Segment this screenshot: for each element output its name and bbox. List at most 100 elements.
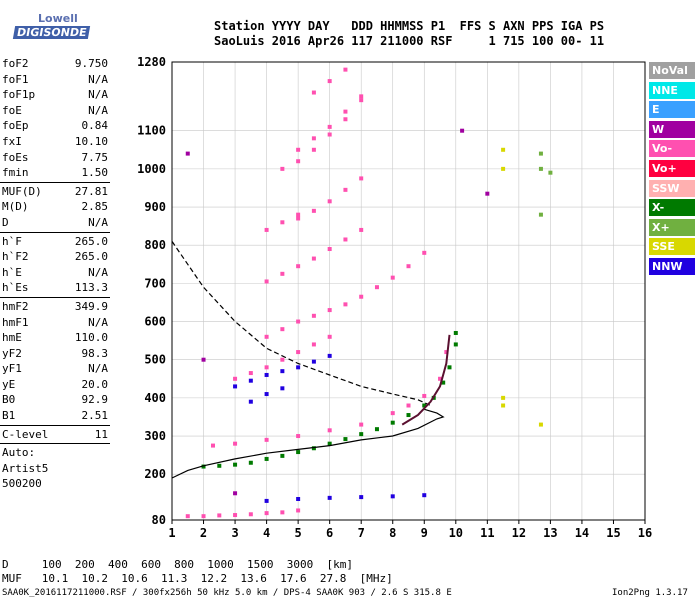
- param-value: 27.81: [74, 184, 108, 198]
- data-point-vo: [311, 342, 316, 347]
- data-point-vo: [406, 403, 411, 408]
- param-value: 7.75: [81, 150, 109, 164]
- data-point-sse: [501, 166, 506, 171]
- data-point-vo: [296, 319, 301, 324]
- profile-curve-dashed: [171, 241, 431, 407]
- data-point-nnw: [296, 497, 301, 502]
- data-point-vo: [296, 147, 301, 152]
- data-point-vo: [248, 512, 253, 517]
- data-point-vo: [280, 166, 285, 171]
- param-key: foEs: [2, 150, 29, 164]
- data-point-nnw: [280, 369, 285, 374]
- param-value: 20.0: [81, 377, 109, 391]
- data-point-nnw: [327, 495, 332, 500]
- data-point-x: [359, 432, 364, 437]
- x-tick-label: 12: [512, 526, 526, 540]
- param-key: foF1p: [2, 88, 36, 102]
- data-point-vo: [327, 428, 332, 433]
- profile-curve-solid: [171, 408, 445, 479]
- data-point-vo: [280, 271, 285, 276]
- data-point-x: [406, 413, 411, 418]
- chart-data-points: [185, 67, 553, 519]
- data-point-vo: [343, 117, 348, 122]
- x-tick-label: 10: [449, 526, 463, 540]
- y-tick-label: 500: [144, 353, 166, 367]
- data-point-vo: [280, 510, 285, 515]
- legend-item-w: W: [649, 120, 695, 138]
- data-point-vo: [233, 513, 238, 518]
- param-row: fxI 10.10: [0, 134, 110, 150]
- data-point-x: [390, 420, 395, 425]
- separator: [0, 296, 110, 298]
- data-point-x: [233, 462, 238, 467]
- param-value: 110.0: [74, 331, 108, 345]
- data-point-vo: [296, 216, 301, 221]
- data-point-nnw: [422, 493, 427, 498]
- x-tick-label: 6: [326, 526, 333, 540]
- param-value: 349.9: [74, 299, 108, 313]
- data-point-vo: [185, 514, 190, 519]
- param-row: B0 92.9: [0, 392, 110, 408]
- param-value: 2.51: [81, 409, 109, 423]
- y-tick-label: 600: [144, 315, 166, 329]
- data-point-vo: [311, 147, 316, 152]
- x-tick-label: 5: [295, 526, 302, 540]
- data-point-vo: [201, 514, 206, 519]
- data-point-nnw: [359, 495, 364, 500]
- x-tick-label: 11: [480, 526, 494, 540]
- version-label: Ion2Png 1.3.17: [612, 588, 688, 598]
- param-key: yF1: [2, 362, 22, 376]
- data-point-vo: [248, 371, 253, 376]
- parameter-panel: foF2 9.750 foF1 N/A foF1p N/A foE N/A foEp 0.84 fx…: [0, 56, 112, 492]
- param-row: hmF2 349.9: [0, 299, 110, 315]
- param-value: N/A: [88, 72, 108, 86]
- param-row: h`F2 265.0: [0, 249, 110, 265]
- data-point-vo: [343, 187, 348, 192]
- param-row: foF1 N/A: [0, 72, 110, 88]
- data-point-vo: [327, 247, 332, 252]
- y-tick-label: 200: [144, 467, 166, 481]
- data-point-vo: [343, 237, 348, 242]
- param-key: h`E: [2, 265, 22, 279]
- muf-labels: MUF 10.1 10.2 10.6 11.3 12.2 13.6 17.6 2…: [2, 572, 393, 585]
- param-value: 2.85: [81, 200, 109, 214]
- data-point-x: [201, 464, 206, 469]
- param-row: h`F 265.0: [0, 234, 110, 250]
- data-point-w: [460, 128, 465, 133]
- data-point-x: [248, 460, 253, 465]
- param-value: 265.0: [74, 234, 108, 248]
- x-tick-label: 1: [168, 526, 175, 540]
- param-group-profile: hmF2 349.9 hmF1 N/A hmE 110.0 yF2 98.3 yF1 N/A yE 2…: [0, 299, 112, 424]
- data-point-vo: [406, 264, 411, 269]
- profile-curve-trace: [401, 334, 451, 426]
- data-point-x: [422, 403, 427, 408]
- data-point-nnw: [311, 359, 316, 364]
- param-group-critical-frequencies: foF2 9.750 foF1 N/A foF1p N/A foE N/A foEp 0.84 fx…: [0, 56, 112, 181]
- legend-item-x: X-: [649, 199, 695, 217]
- autoscaling-info: Auto: Artist5 500200: [0, 445, 112, 492]
- data-point-vo: [233, 376, 238, 381]
- data-point-nnw: [264, 498, 269, 503]
- data-point-vo: [264, 334, 269, 339]
- data-point-vo: [374, 285, 379, 290]
- param-value: 98.3: [81, 346, 109, 360]
- data-point-w: [201, 357, 206, 362]
- param-row: yF2 98.3: [0, 346, 110, 362]
- header-line-1: Station YYYY DAY DDD HHMMSS P1 FFS S AXN…: [214, 19, 605, 33]
- data-point-nnw: [233, 384, 238, 389]
- legend-item-nnw: NNW: [649, 258, 695, 275]
- param-key: hmF2: [2, 299, 29, 313]
- data-point-w: [485, 191, 490, 196]
- param-value: 265.0: [74, 250, 108, 264]
- x-tick-label: 7: [358, 526, 365, 540]
- y-tick-label: 1280: [137, 55, 166, 69]
- param-key: h`F: [2, 234, 22, 248]
- legend-item-vo: Vo-: [649, 140, 695, 158]
- data-point-x: [453, 330, 458, 335]
- data-point-vo: [327, 132, 332, 137]
- data-point-vo: [438, 376, 443, 381]
- data-point-w: [233, 491, 238, 496]
- data-point-vo: [311, 208, 316, 213]
- param-row: foE N/A: [0, 103, 110, 119]
- param-key: fxI: [2, 134, 22, 148]
